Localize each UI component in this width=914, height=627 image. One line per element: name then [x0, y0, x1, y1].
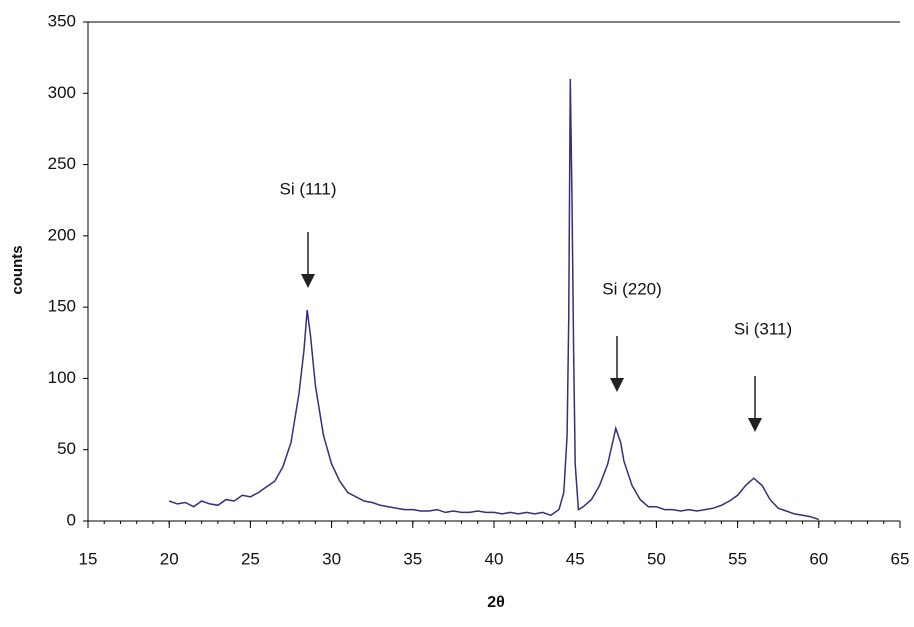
y-tick-label: 350 — [48, 11, 76, 30]
x-tick-label: 45 — [566, 549, 585, 568]
annotation-arrowhead — [748, 418, 762, 432]
annotation: Si (111) — [279, 179, 336, 198]
x-tick-label: 30 — [322, 549, 341, 568]
x-tick-label: 20 — [160, 549, 179, 568]
x-tick-label: 40 — [485, 549, 504, 568]
x-tick-label: 25 — [241, 549, 260, 568]
y-tick-label: 0 — [67, 510, 76, 529]
annotation: Si (220) — [602, 279, 662, 298]
y-tick-label: 250 — [48, 154, 76, 173]
annotation-arrowhead — [301, 274, 315, 288]
data-line — [168, 78, 820, 521]
y-tick-label: 200 — [48, 225, 76, 244]
y-tick-label: 100 — [48, 368, 76, 387]
annotation-arrowhead — [610, 378, 624, 392]
y-tick-label: 300 — [48, 83, 76, 102]
x-tick-label: 65 — [891, 549, 910, 568]
y-tick-label: 150 — [48, 297, 76, 316]
y-tick-label: 50 — [57, 439, 76, 458]
y-axis-label: counts — [9, 245, 26, 294]
x-tick-label: 35 — [403, 549, 422, 568]
x-tick-label: 55 — [728, 549, 747, 568]
x-tick-label: 50 — [647, 549, 666, 568]
x-tick-label: 15 — [79, 549, 98, 568]
x-tick-label: 60 — [809, 549, 828, 568]
x-axis-label: 2θ — [487, 594, 505, 611]
annotation: Si (311) — [734, 319, 792, 338]
